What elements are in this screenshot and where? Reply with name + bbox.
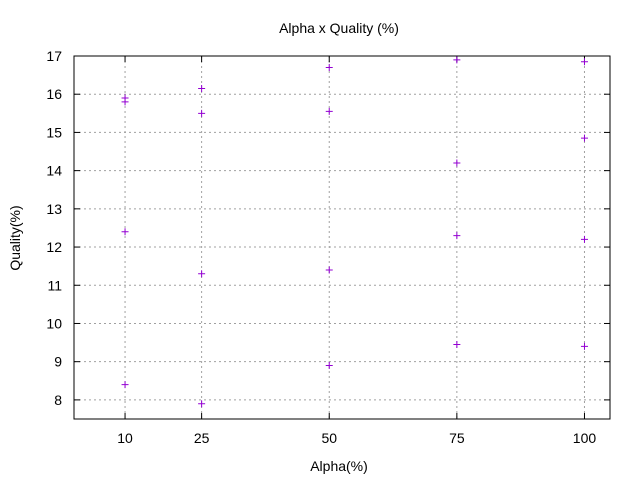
x-tick-label: 25 [194, 430, 210, 446]
y-tick-label: 11 [47, 277, 62, 293]
data-point-marker [580, 58, 588, 66]
data-point-marker [198, 84, 206, 92]
y-axis-label: Quality(%) [7, 205, 23, 270]
data-point-marker [580, 235, 588, 243]
data-point-marker [325, 362, 333, 370]
data-point-marker [453, 56, 461, 64]
data-point-marker [121, 381, 129, 389]
data-point-marker [453, 159, 461, 167]
data-point-marker [325, 266, 333, 274]
data-point-marker [198, 109, 206, 117]
y-tick-label: 12 [46, 239, 62, 255]
x-tick-label: 75 [449, 430, 465, 446]
y-tick-label: 16 [46, 86, 62, 102]
x-tick-label: 10 [117, 430, 133, 446]
data-point-marker [453, 340, 461, 348]
data-point-marker [121, 98, 129, 106]
data-point-marker [325, 63, 333, 71]
data-point-marker [580, 342, 588, 350]
data-point-marker [121, 228, 129, 236]
y-tick-label: 15 [46, 124, 62, 140]
x-tick-label: 100 [573, 430, 597, 446]
plot-area-frame [73, 55, 611, 420]
y-tick-label: 9 [54, 354, 62, 370]
data-points [121, 56, 588, 408]
y-tick-label: 13 [46, 201, 62, 217]
data-point-marker [198, 400, 206, 408]
chart-title: Alpha x Quality (%) [279, 20, 399, 36]
data-point-marker [325, 107, 333, 115]
data-point-marker [453, 232, 461, 240]
y-tick-label: 8 [54, 392, 62, 408]
data-point-marker [198, 270, 206, 278]
x-tick-label: 50 [321, 430, 337, 446]
y-tick-label: 14 [46, 163, 62, 179]
y-tick-label: 10 [46, 315, 62, 331]
data-point-marker [580, 134, 588, 142]
grid [74, 55, 610, 419]
y-tick-label: 17 [46, 48, 62, 64]
x-axis-label: Alpha(%) [310, 458, 368, 474]
